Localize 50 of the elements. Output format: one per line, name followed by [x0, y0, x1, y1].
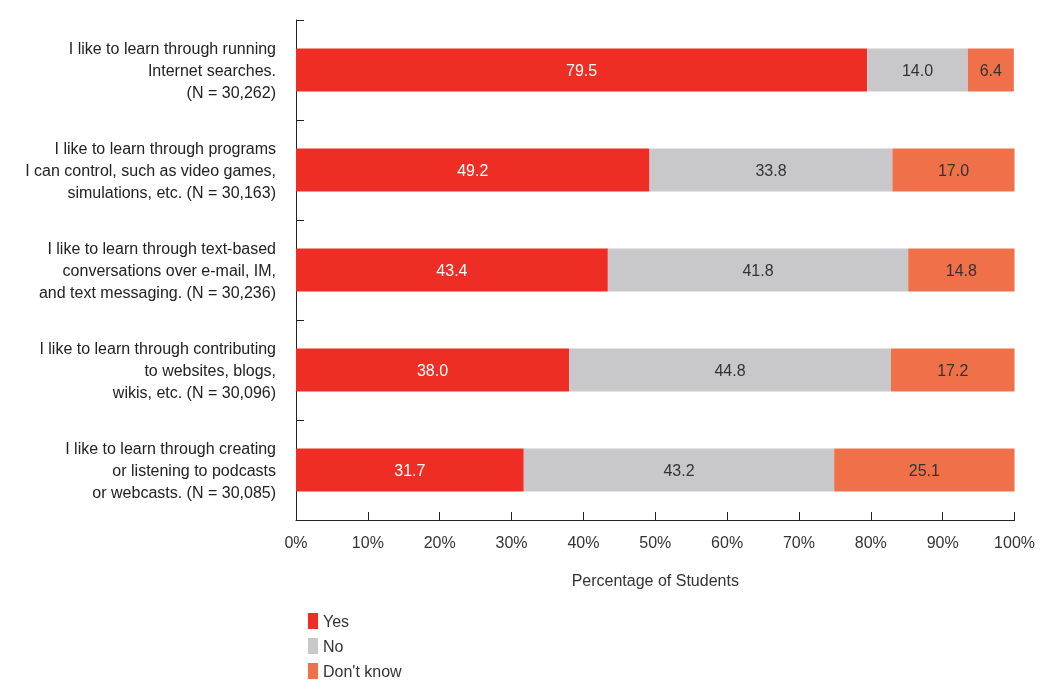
data-label: 79.5: [566, 61, 598, 79]
data-label: 17.2: [937, 361, 969, 379]
x-tick-label: 30%: [495, 533, 528, 551]
bar: [296, 348, 570, 392]
x-tick-label: 60%: [711, 533, 744, 551]
bar: [296, 148, 650, 192]
data-label: 41.8: [742, 261, 774, 279]
data-label: 33.8: [755, 161, 787, 179]
x-tick-label: 50%: [639, 533, 672, 551]
y-tick-label: I like to learn through running Internet searches. (N = 30,262): [68, 39, 276, 101]
bar: [908, 248, 1015, 292]
y-tick-label: I like to learn through text-based conversations over e-mail, IM, and text messaging. (N = 30,236): [38, 239, 276, 301]
bar: [523, 448, 835, 492]
legend-label: Yes: [323, 612, 350, 630]
bar: [296, 48, 868, 92]
x-tick-label: 70%: [782, 533, 815, 551]
legend-label: Don't know: [323, 662, 403, 680]
bar: [892, 148, 1015, 192]
y-tick-label: I like to learn through contributing to websites, blogs, wikis, etc. (N = 30,096): [39, 339, 276, 401]
x-tick-label: 100%: [994, 533, 1035, 551]
x-tick-label: 90%: [926, 533, 959, 551]
bar: [834, 448, 1015, 492]
data-label: 43.2: [663, 461, 695, 479]
data-label: 25.1: [908, 461, 941, 479]
data-label: 43.4: [436, 261, 468, 279]
data-label: 14.0: [901, 61, 934, 79]
bar: [890, 348, 1015, 392]
x-tick-label: 10%: [351, 533, 384, 551]
bar: [296, 448, 524, 492]
data-label: 31.7: [394, 461, 426, 479]
x-tick-label: 0%: [284, 533, 308, 551]
y-tick-label: I like to learn through creating or listening to podcasts or webcasts. (N = 30,085): [65, 439, 276, 501]
x-axis-title: Percentage of Students: [571, 571, 739, 589]
data-label: 17.0: [937, 161, 970, 179]
data-label: 6.4: [979, 61, 1003, 79]
bar: [607, 248, 909, 292]
data-label: 14.8: [945, 261, 978, 279]
x-tick-label: 20%: [423, 533, 456, 551]
bar: [867, 48, 968, 92]
data-label: 38.0: [416, 361, 449, 379]
legend-label: No: [323, 637, 344, 655]
y-tick-label: I like to learn through programs I can control, such as video games, simulations, etc. (N = 30,163): [25, 139, 276, 201]
data-label: 49.2: [457, 161, 489, 179]
x-tick-label: 40%: [567, 533, 600, 551]
bar: [296, 248, 608, 292]
data-label: 44.8: [714, 361, 746, 379]
bar: [967, 48, 1014, 92]
bar: [569, 348, 891, 392]
x-tick-label: 80%: [854, 533, 887, 551]
bar: [649, 148, 893, 192]
